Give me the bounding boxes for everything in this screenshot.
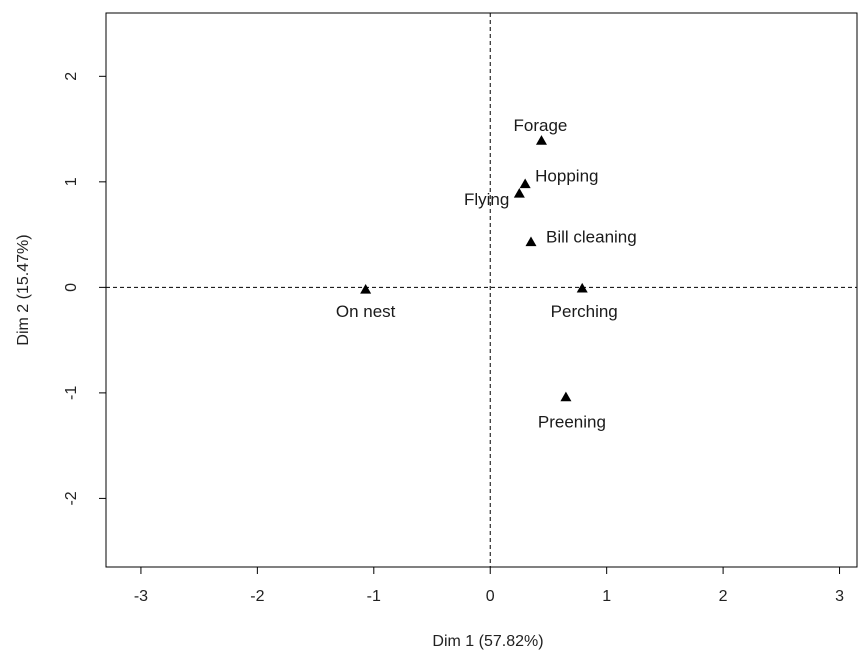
point-label: Flying [464,190,509,209]
point-label: On nest [336,302,396,321]
triangle-marker [560,391,572,402]
point-label: Preening [538,413,606,432]
y-tick-label: 0 [63,283,80,292]
y-tick-label: -1 [63,386,80,400]
x-tick-label: 2 [719,588,728,605]
triangle-marker [525,236,537,247]
x-tick-label: -3 [134,588,148,605]
triangle-marker [519,178,531,189]
x-axis-title: Dim 1 (57.82%) [432,633,543,650]
triangle-marker [360,283,372,294]
y-axis: -2 -1 0 1 2 [63,72,106,506]
point-label: Hopping [535,166,598,185]
triangle-marker [513,187,525,198]
triangle-marker [535,135,547,145]
y-tick-label: 1 [63,177,80,186]
x-tick-label: -2 [250,588,264,605]
point-label: Bill cleaning [546,227,637,246]
y-tick-label: -2 [63,491,80,505]
point-label: Perching [551,302,618,321]
x-tick-label: 0 [486,588,495,605]
triangle-marker [576,282,588,293]
x-tick-label: -1 [367,588,381,605]
point-labels: Forage Hopping Flying Bill cleaning On nest P… [336,116,637,431]
y-tick-label: 2 [63,72,80,81]
y-axis-title: Dim 2 (15.47%) [15,234,32,345]
reference-lines [106,13,857,567]
x-tick-label: 1 [602,588,611,605]
x-tick-label: 3 [835,588,844,605]
plot-frame [105,12,858,568]
data-points [360,135,588,402]
x-axis: -3 -2 -1 0 1 2 3 [134,567,844,605]
point-label: Forage [514,116,568,135]
